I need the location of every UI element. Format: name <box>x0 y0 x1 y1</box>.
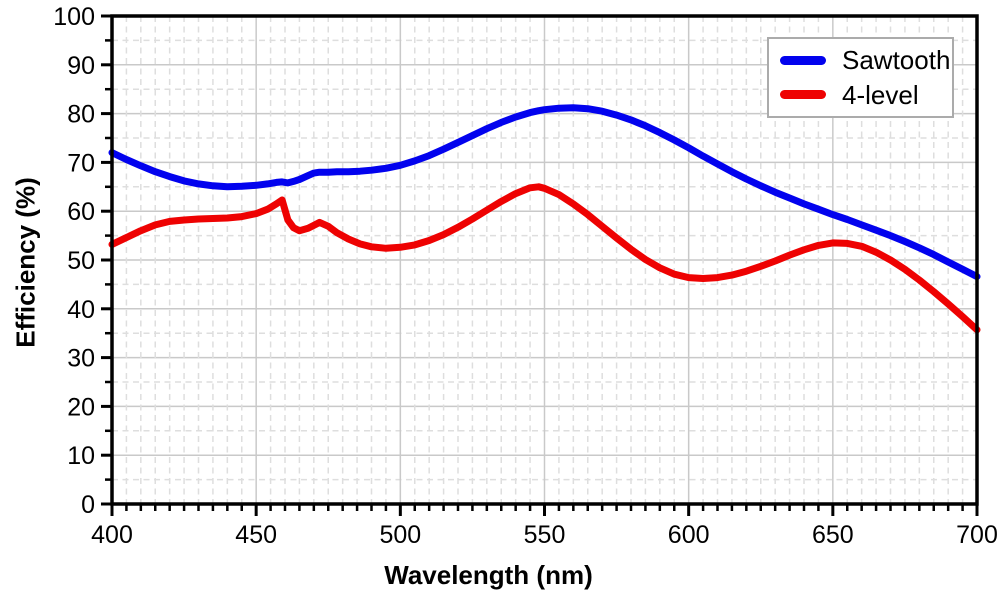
series-line-4-level <box>108 183 981 334</box>
x-tick-label: 400 <box>91 521 133 549</box>
legend-item-sawtooth: Sawtooth <box>769 47 952 73</box>
x-tick-label: 600 <box>668 521 710 549</box>
legend: Sawtooth 4-level <box>767 37 954 118</box>
four-level-line-swatch <box>780 90 826 100</box>
y-tick-label: 10 <box>67 442 95 470</box>
y-tick-label: 50 <box>67 247 95 275</box>
x-axis-title: Wavelength (nm) <box>384 560 593 590</box>
legend-item-4level: 4-level <box>769 82 952 108</box>
y-tick-label: 70 <box>67 149 95 177</box>
legend-label-sawtooth: Sawtooth <box>842 45 951 76</box>
x-tick-label: 450 <box>235 521 277 549</box>
x-tick-label: 550 <box>524 521 566 549</box>
y-tick-label: 0 <box>81 491 95 519</box>
legend-label-4level: 4-level <box>842 79 919 110</box>
x-tick-label: 700 <box>956 521 998 549</box>
y-tick-label: 90 <box>67 52 95 80</box>
y-tick-label: 20 <box>67 393 95 421</box>
y-axis-title: Efficiency (%) <box>10 177 41 348</box>
sawtooth-line-swatch <box>780 55 826 65</box>
y-tick-label: 60 <box>67 198 95 226</box>
x-tick-label: 500 <box>379 521 421 549</box>
y-tick-label: 30 <box>67 345 95 373</box>
y-tick-label: 80 <box>67 101 95 129</box>
y-tick-label: 100 <box>53 3 95 31</box>
series-line-sawtooth <box>108 104 981 281</box>
x-tick-label: 650 <box>812 521 854 549</box>
y-tick-label: 40 <box>67 296 95 324</box>
